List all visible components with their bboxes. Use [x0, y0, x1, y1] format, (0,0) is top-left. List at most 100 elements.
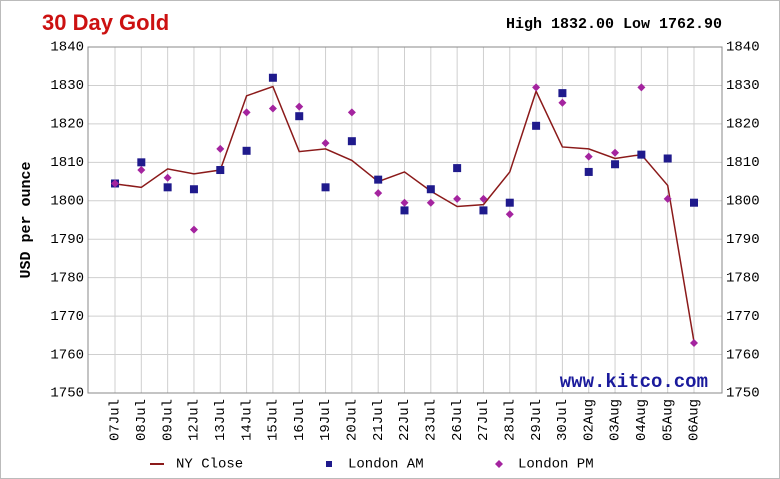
y2-tick-label: 1800 — [726, 193, 760, 209]
legend-item: NY Close — [150, 457, 243, 473]
plot-border — [87, 46, 723, 394]
legend-label: London AM — [348, 457, 424, 473]
point — [453, 164, 462, 173]
y2-tick-label: 1770 — [726, 309, 760, 325]
y2-tick-label: 1820 — [726, 117, 760, 133]
y2-tick-label: 1810 — [726, 155, 760, 171]
x-tick-label: 16Jul — [292, 399, 308, 441]
line — [114, 85, 695, 342]
point — [242, 146, 251, 155]
y-tick-label: 1750 — [50, 386, 84, 402]
point — [216, 144, 225, 153]
point — [584, 152, 593, 161]
y2-tick-label: 1750 — [726, 386, 760, 402]
x-tick-label: 30Jul — [555, 399, 571, 441]
point — [558, 89, 567, 98]
point — [189, 225, 198, 234]
x-tick-label: 13Jul — [213, 399, 229, 441]
point — [163, 183, 172, 192]
x-tick-label: 04Aug — [634, 399, 650, 441]
x-tick-label: 05Aug — [660, 399, 676, 441]
point — [426, 198, 435, 207]
legend-swatch — [326, 461, 332, 467]
x-tick-label: 20Jul — [345, 399, 361, 441]
point — [584, 167, 593, 176]
point — [690, 198, 698, 207]
x-tick-label: 19Jul — [318, 399, 334, 441]
x-tick-label: 28Jul — [502, 399, 518, 441]
x-tick-label: 02Aug — [581, 399, 597, 441]
y2-tick-label: 1790 — [726, 232, 760, 248]
point — [453, 194, 462, 203]
point — [111, 179, 119, 188]
point — [611, 148, 620, 157]
point — [242, 108, 251, 117]
x-tick-label: 09Jul — [160, 399, 176, 441]
x-tick-label: 29Jul — [529, 399, 545, 441]
point — [611, 160, 620, 169]
point — [137, 166, 146, 175]
point — [400, 206, 409, 215]
y-tick-label: 1770 — [50, 309, 84, 325]
point — [479, 206, 488, 215]
watermark: www.kitco.com — [560, 371, 708, 393]
point — [216, 166, 225, 175]
legend-label: London PM — [518, 457, 594, 473]
x-tick-label: 27Jul — [476, 399, 492, 441]
point — [663, 194, 672, 203]
y-tick-label: 1810 — [50, 155, 84, 171]
x-tick-label: 21Jul — [371, 399, 387, 441]
point — [347, 137, 356, 146]
stats: High 1832.00 Low 1762.90 — [506, 16, 722, 33]
y-tick-label: 1840 — [50, 40, 84, 56]
y-tick-label: 1830 — [50, 78, 84, 94]
point — [374, 175, 383, 184]
point — [637, 150, 646, 159]
legend-item: London AM — [326, 457, 424, 473]
x-tick-label: 07Jul — [108, 399, 124, 441]
point — [532, 83, 541, 92]
point — [321, 139, 330, 148]
legend-item: London PM — [495, 457, 594, 473]
point — [163, 173, 172, 182]
x-tick-label: 14Jul — [239, 399, 255, 441]
point — [321, 183, 330, 192]
x-tick-label: 08Jul — [134, 399, 150, 441]
point — [374, 189, 383, 198]
point — [663, 154, 672, 163]
point — [400, 198, 409, 207]
y-tick-label: 1790 — [50, 232, 84, 248]
point — [505, 210, 514, 219]
point — [137, 158, 146, 167]
x-tick-label: 15Jul — [266, 399, 282, 441]
point — [479, 194, 488, 203]
x-tick-label: 03Aug — [608, 399, 624, 441]
point — [505, 198, 514, 207]
y-tick-label: 1820 — [50, 117, 84, 133]
legend-swatch — [495, 460, 503, 468]
point — [295, 112, 304, 121]
y2-tick-label: 1760 — [726, 347, 760, 363]
point — [558, 98, 567, 107]
point — [690, 339, 698, 348]
point — [637, 83, 646, 92]
x-tick-label: 26Jul — [450, 399, 466, 441]
y2-tick-label: 1840 — [726, 40, 760, 56]
point — [189, 185, 198, 194]
point — [295, 102, 304, 111]
x-tick-label: 22Jul — [397, 399, 413, 441]
legend-label: NY Close — [176, 457, 243, 473]
y-tick-label: 1800 — [50, 193, 84, 209]
y2-tick-label: 1830 — [726, 78, 760, 94]
x-tick-label: 06Aug — [687, 399, 703, 441]
point — [532, 121, 541, 130]
x-tick-label: 12Jul — [187, 399, 203, 441]
y-tick-label: 1760 — [50, 347, 84, 363]
x-tick-label: 23Jul — [424, 399, 440, 441]
point — [426, 185, 435, 194]
point — [268, 73, 277, 82]
point — [347, 108, 356, 117]
y-axis-label: USD per ounce — [18, 161, 35, 278]
